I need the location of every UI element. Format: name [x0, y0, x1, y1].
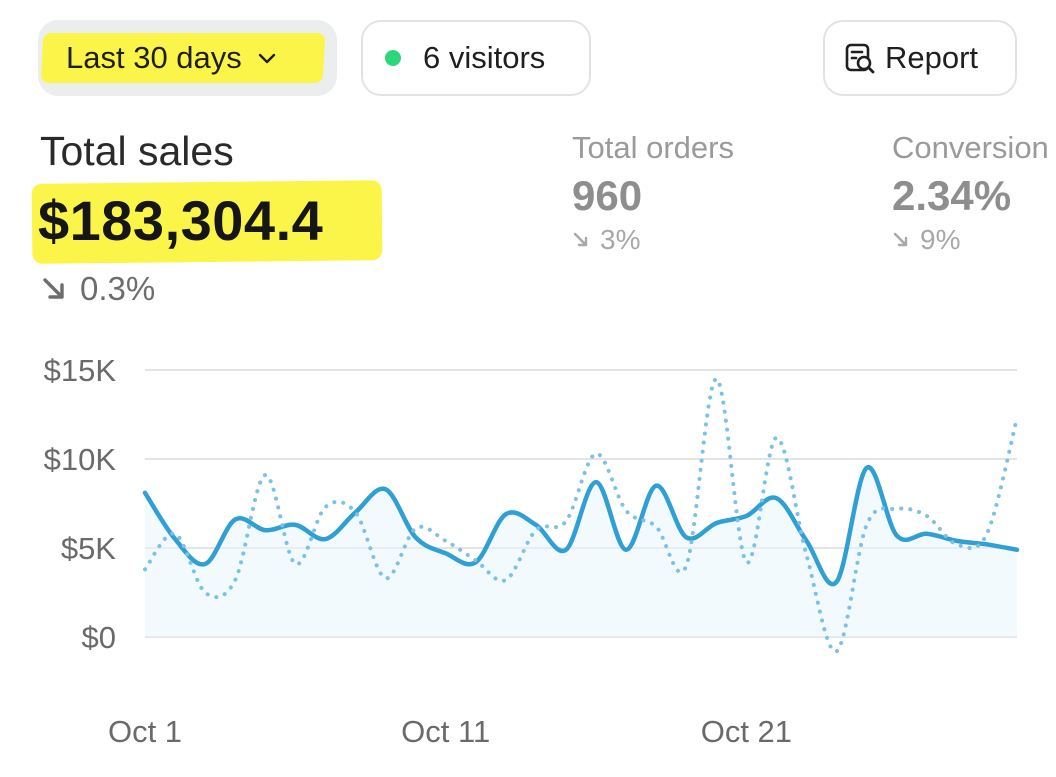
chart-series — [142, 376, 1020, 654]
total-sales-change-value: 0.3% — [80, 270, 156, 307]
series-line-current — [142, 465, 1020, 587]
trend-down-icon — [893, 232, 908, 247]
status-dot-icon — [385, 50, 401, 66]
trend-down-icon — [43, 278, 64, 299]
total-orders-change-value: 3% — [600, 224, 641, 255]
conversion-metric[interactable]: Conversion 2.34% 9% — [892, 130, 1056, 256]
conversion-change-value: 9% — [920, 224, 961, 255]
x-axis-ticks: Oct 1 Oct 11 Oct 21 — [108, 714, 792, 749]
visitors-label: 6 visitors — [423, 40, 546, 75]
total-orders-label: Total orders — [572, 130, 734, 165]
y-axis-ticks: $0 $5K $10K $15K — [44, 353, 117, 655]
y-tick-label: $5K — [61, 531, 116, 566]
y-tick-label: $0 — [82, 620, 116, 655]
live-visitors-button[interactable]: 6 visitors — [361, 20, 591, 96]
sales-line-chart: $0 $5K $10K $15K Oct 1 Oct 11 Oct 21 — [44, 353, 1020, 749]
trend-down-icon — [573, 232, 588, 247]
series-area — [145, 467, 1017, 637]
report-button[interactable]: Report — [823, 20, 1017, 96]
date-range-dropdown[interactable]: Last 30 days — [38, 20, 337, 96]
total-orders-change: 3% — [572, 224, 734, 256]
total-orders-metric[interactable]: Total orders 960 3% — [572, 130, 734, 256]
series-line-comparison — [143, 376, 1019, 654]
y-tick-label: $10K — [44, 442, 117, 477]
total-sales-change: 0.3% — [40, 270, 155, 308]
total-sales-label: Total sales — [40, 128, 234, 174]
conversion-label: Conversion — [892, 130, 1049, 165]
total-orders-value: 960 — [572, 172, 643, 219]
report-icon — [845, 43, 875, 74]
x-tick-label: Oct 21 — [701, 714, 792, 749]
chevron-down-icon — [258, 53, 275, 64]
report-label: Report — [885, 40, 979, 75]
total-sales-value: $183,304.4 — [38, 189, 324, 252]
conversion-value: 2.34% — [892, 172, 1012, 219]
conversion-change: 9% — [892, 224, 1056, 256]
x-tick-label: Oct 11 — [401, 714, 490, 749]
x-tick-label: Oct 1 — [108, 714, 182, 749]
y-tick-label: $15K — [44, 353, 117, 388]
date-range-label: Last 30 days — [66, 40, 242, 75]
